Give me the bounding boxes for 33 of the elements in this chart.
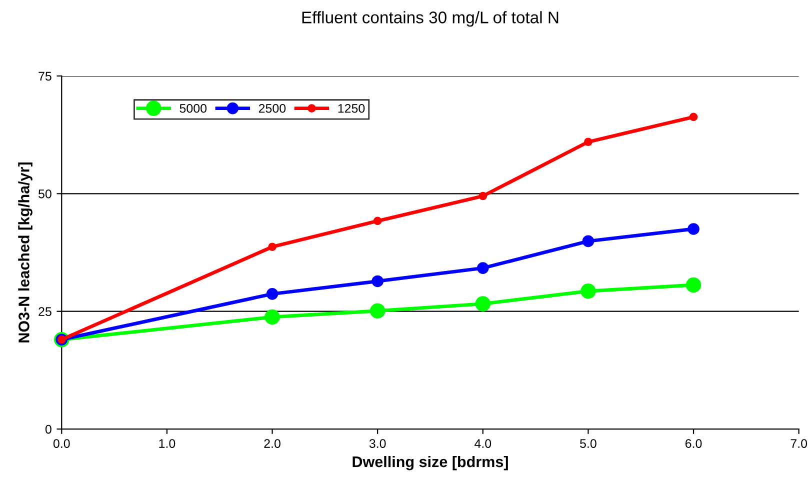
x-tick-label: 2.0 [264, 439, 280, 448]
point [372, 275, 384, 288]
x-tick-label: 0.0 [53, 439, 70, 448]
x-tick-label: 6.0 [685, 439, 702, 448]
y-tick-label: 50 [38, 189, 52, 198]
x-tick-label: 1.0 [159, 439, 176, 448]
point [268, 242, 276, 252]
y-tick-label: 75 [38, 72, 52, 81]
point [688, 223, 700, 235]
point [370, 303, 386, 319]
x-axis-title: Dwelling size [bdrms] [352, 456, 508, 470]
point [476, 262, 489, 274]
chart-title: Effluent contains 30 mg/L of total N [302, 11, 558, 27]
point [266, 288, 278, 300]
point [580, 283, 596, 299]
legend-label: 1250 [338, 104, 365, 113]
y-tick-label: 25 [38, 307, 52, 316]
point [689, 112, 698, 122]
point [264, 309, 280, 325]
legend-label: 2500 [258, 104, 286, 113]
point [475, 296, 491, 312]
point [686, 277, 702, 293]
point [478, 192, 488, 200]
point [373, 216, 382, 226]
x-tick-label: 4.0 [474, 439, 492, 448]
x-tick-label: 7.0 [790, 439, 808, 448]
legend-label: 5000 [180, 104, 207, 113]
point [582, 235, 594, 248]
y-axis-title: NO3-N leached [kg/ha/yr] [18, 162, 32, 342]
point [584, 138, 592, 146]
x-tick-label: 5.0 [580, 439, 596, 448]
x-tick-label: 3.0 [369, 439, 386, 448]
y-tick-label: 0 [45, 424, 52, 434]
